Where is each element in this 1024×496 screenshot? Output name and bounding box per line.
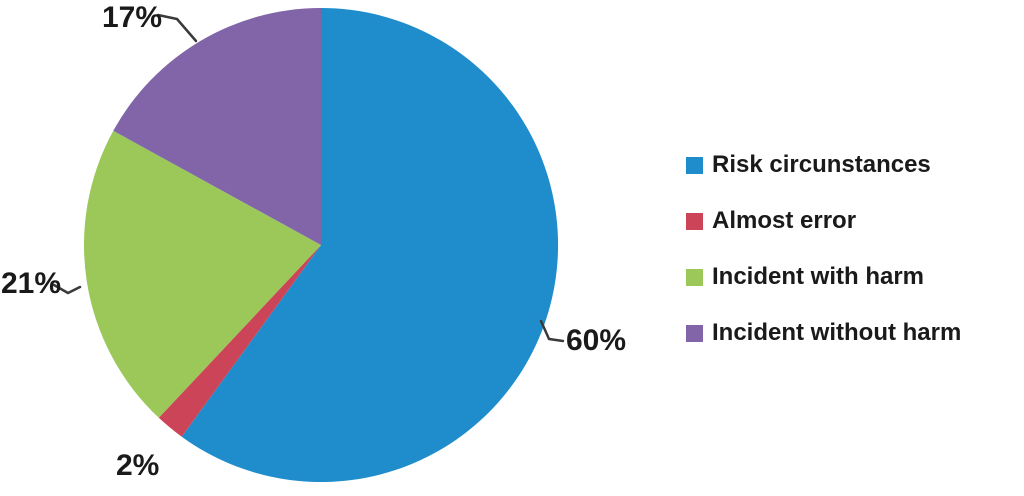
legend-item-almost-error: Almost error — [686, 206, 961, 236]
legend-swatch-purple-icon — [686, 324, 703, 342]
pie-slice-2 — [83, 130, 322, 418]
legend-item-incident-with-harm: Incident with harm — [686, 262, 961, 292]
legend-swatch-red-icon — [686, 212, 703, 230]
legend-item-risk-circunstances: Risk circunstances — [686, 150, 961, 180]
leader-line-60pct — [539, 319, 565, 343]
legend-label: Almost error — [712, 207, 857, 234]
pie-label-2pct: 2% — [116, 449, 160, 482]
pie-label-17pct: 17% — [102, 1, 163, 34]
pie-slices — [83, 7, 559, 483]
pie-label-60pct: 60% — [566, 324, 627, 357]
pie-label-21pct: 21% — [1, 267, 62, 300]
pie-slice-1 — [158, 245, 321, 437]
leader-line-21pct — [52, 283, 82, 295]
pie-slice-0 — [181, 7, 559, 483]
legend-label: Incident without harm — [712, 319, 962, 346]
legend-swatch-blue-icon — [686, 156, 703, 174]
legend-label: Risk circunstances — [712, 151, 931, 178]
legend-item-incident-without-harm: Incident without harm — [686, 318, 961, 348]
legend-label: Incident with harm — [712, 263, 925, 290]
legend-swatch-green-icon — [686, 268, 703, 286]
pie-slice-3 — [113, 7, 321, 245]
leader-line-17pct — [156, 13, 198, 43]
legend: Risk circunstances Almost error Incident… — [686, 150, 961, 348]
